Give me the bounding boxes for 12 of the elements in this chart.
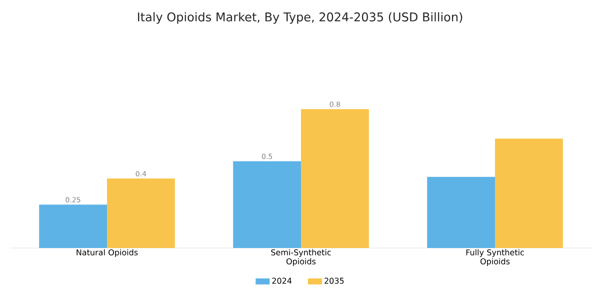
legend-label: 2024 <box>272 278 292 284</box>
chart-title: Italy Opioids Market, By Type, 2024-2035 (USD Billion) <box>138 12 462 24</box>
bar <box>39 204 107 248</box>
legend-label: 2035 <box>324 278 344 284</box>
bar <box>301 109 369 248</box>
bar <box>495 138 563 248</box>
bar <box>233 161 302 248</box>
x-tick-label: Semi-Synthetic Opioids <box>271 249 331 266</box>
x-tick-label: Natural Opioids <box>76 249 138 257</box>
bar <box>427 176 495 248</box>
x-tick-label: Fully Synthetic Opioids <box>466 249 524 266</box>
bar <box>107 178 175 248</box>
